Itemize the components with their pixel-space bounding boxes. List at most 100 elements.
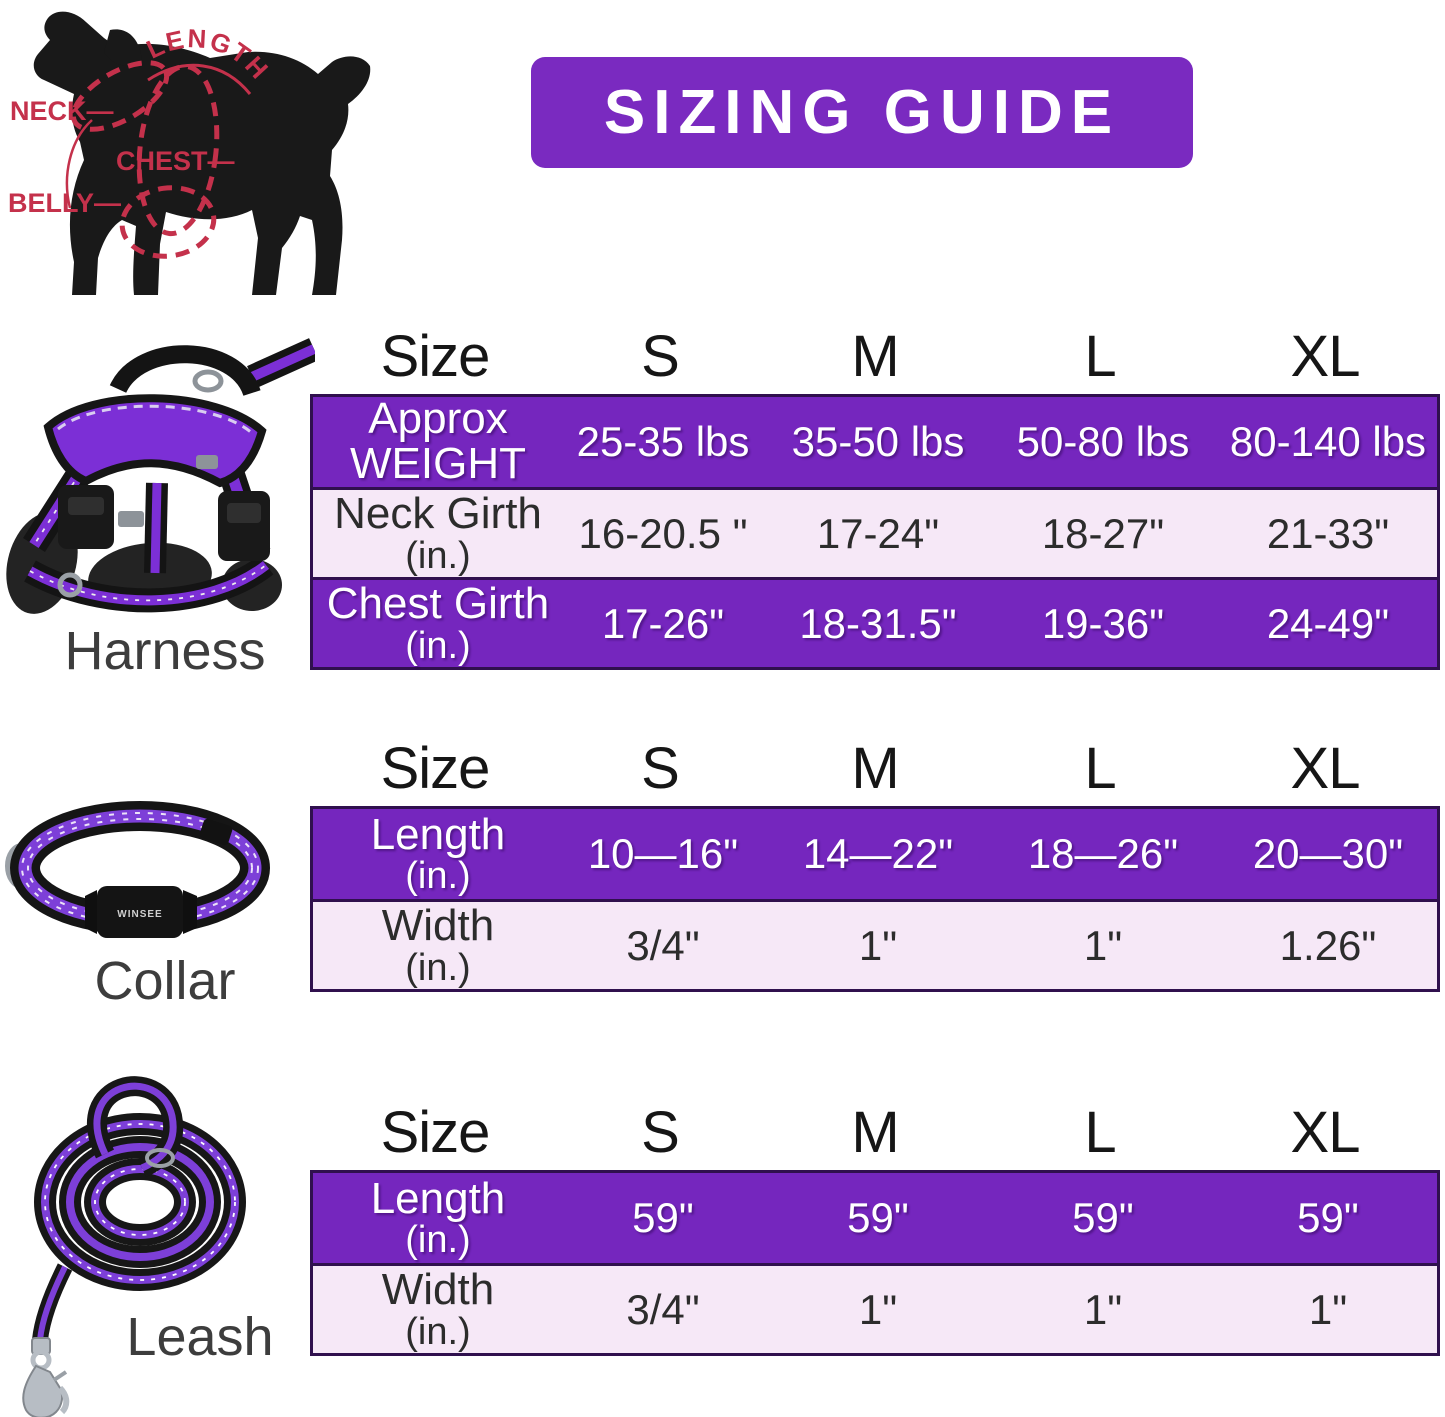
table-row: Width (in.) 3/4" 1" 1" 1.26": [313, 899, 1437, 989]
value-cell: 18-27": [1041, 509, 1165, 557]
chest-label: CHEST—: [116, 146, 235, 176]
size-header-cell: Size: [380, 323, 491, 389]
row-label: Length (in.): [313, 1173, 563, 1262]
value-cell: 10—16": [587, 830, 739, 877]
value-cell: 20—30": [1252, 830, 1404, 877]
value-cell: 25-35 lbs: [576, 418, 750, 465]
row-label-line: Approx: [368, 394, 508, 444]
value-cell: 35-50 lbs: [791, 418, 965, 465]
table-body: Length (in.) 10—16" 14—22" 18—26" 20—30" Width…: [310, 806, 1440, 992]
size-header-cell: S: [641, 1099, 680, 1165]
row-label-line: Length: [370, 809, 506, 859]
collar-label: Collar: [94, 951, 236, 1011]
row-label: Width (in.): [313, 1265, 563, 1353]
value-cell: 50-80 lbs: [1016, 418, 1190, 465]
row-label-line: (in.): [405, 534, 471, 577]
value-cell: 59": [632, 1194, 694, 1241]
size-header-cell: XL: [1290, 1099, 1361, 1165]
table-row: Length (in.) 10—16" 14—22" 18—26" 20—30": [313, 809, 1437, 899]
value-cell: 1": [1308, 1285, 1348, 1333]
size-header-cell: S: [641, 323, 680, 389]
value-cell: 17-24": [816, 509, 940, 557]
value-cell: 1": [1083, 1285, 1123, 1333]
collar-photo: WINSEE: [5, 801, 270, 938]
size-header-cell: Size: [380, 1099, 491, 1165]
value-cell: 18—26": [1027, 830, 1179, 877]
value-cell: 80-140 lbs: [1229, 418, 1427, 465]
row-label-line: Chest Girth: [326, 579, 550, 629]
collar-buckle: WINSEE: [85, 886, 197, 938]
leash-coil: [34, 1113, 246, 1291]
value-cell: 17-26": [601, 599, 725, 647]
collar-size-table: Size S M L XL Length (in.) 10—16" 14—22" 18—26" 20…: [310, 730, 1440, 992]
value-cell: 59": [847, 1194, 909, 1241]
value-cell: 1": [858, 1285, 898, 1333]
value-cell: 21-33": [1266, 509, 1390, 557]
table-row: Chest Girth (in.) 17-26" 18-31.5" 19-36" 24-4…: [313, 577, 1437, 667]
dog-silhouette: [33, 11, 371, 295]
row-label: Approx WEIGHT: [313, 394, 563, 488]
dog-measurement-diagram: LENGTH NECK— CHEST— BELLY—: [8, 11, 371, 295]
size-header-cell: L: [1084, 1099, 1116, 1165]
row-label: Chest Girth (in.): [313, 579, 563, 667]
leash-label: Leash: [126, 1307, 274, 1367]
row-label-line: Width: [381, 1265, 495, 1315]
table-body: Approx WEIGHT 25-35 lbs 35-50 lbs 50-80 lbs 8…: [310, 394, 1440, 670]
table-header-row: Size S M L XL: [310, 1094, 1440, 1170]
harness-size-table: Size S M L XL Approx WEIGHT 25-35 lbs 35-50 lbs 5…: [310, 318, 1440, 670]
value-cell: 3/4": [626, 921, 700, 969]
table-row: Neck Girth (in.) 16-20.5 " 17-24" 18-27" 21-3…: [313, 487, 1437, 577]
value-cell: 1": [1083, 921, 1123, 969]
harness-buckles: [57, 455, 270, 598]
belly-pointer-line: [65, 119, 93, 209]
harness-photo: [6, 338, 315, 614]
neck-label: NECK—: [10, 96, 114, 126]
banner-title: SIZING GUIDE: [603, 78, 1121, 147]
value-cell: 3/4": [626, 1285, 700, 1333]
harness-label: Harness: [64, 621, 266, 681]
belly-label: BELLY—: [8, 188, 121, 218]
row-label: Length (in.): [313, 809, 563, 898]
harness-leash-ring: [192, 369, 224, 393]
row-label-line: (in.): [405, 1219, 471, 1262]
table-body: Length (in.) 59" 59" 59" 59" Width (in.) 3/4" 1" 1…: [310, 1170, 1440, 1356]
table-row: Length (in.) 59" 59" 59" 59": [313, 1173, 1437, 1263]
size-header-cell: XL: [1290, 323, 1361, 389]
size-header-cell: L: [1084, 323, 1116, 389]
value-cell: 24-49": [1266, 599, 1390, 647]
row-label-line: Width: [381, 901, 495, 951]
row-label-line: WEIGHT: [350, 439, 526, 488]
value-cell: 14—22": [802, 830, 954, 877]
row-label-line: (in.): [405, 855, 471, 898]
harness-handle: [109, 345, 261, 397]
collar-brand-text: WINSEE: [117, 909, 162, 920]
leash-photo: [22, 1076, 246, 1417]
size-header-cell: S: [641, 735, 680, 801]
leash-snap-hook: [22, 1337, 70, 1417]
value-cell: 16-20.5 ": [578, 509, 748, 557]
sizing-guide-banner: SIZING GUIDE: [531, 57, 1193, 168]
row-label-line: (in.): [405, 946, 471, 989]
table-header-row: Size S M L XL: [310, 730, 1440, 806]
value-cell: 1.26": [1279, 921, 1377, 969]
value-cell: 19-36": [1041, 599, 1165, 647]
row-label-line: (in.): [405, 624, 471, 667]
length-arc-line: [147, 63, 252, 95]
leash-size-table: Size S M L XL Length (in.) 59" 59" 59" 59" Width (in…: [310, 1094, 1440, 1356]
row-label: Neck Girth (in.): [313, 491, 563, 577]
harness-chest-panel: [43, 394, 267, 488]
table-row: Approx WEIGHT 25-35 lbs 35-50 lbs 50-80 lbs 8…: [313, 394, 1437, 488]
value-cell: 59": [1072, 1194, 1134, 1241]
size-header-cell: M: [851, 323, 899, 389]
size-header-cell: L: [1084, 735, 1116, 801]
value-cell: 18-31.5": [799, 599, 957, 647]
value-cell: 1": [858, 921, 898, 969]
row-label-line: Length: [370, 1173, 506, 1223]
table-header-row: Size S M L XL: [310, 318, 1440, 394]
size-header-cell: Size: [380, 735, 491, 801]
size-header-cell: M: [851, 1099, 899, 1165]
row-label-line: (in.): [405, 1310, 471, 1353]
value-cell: 59": [1297, 1194, 1359, 1241]
row-label: Width (in.): [313, 901, 563, 989]
